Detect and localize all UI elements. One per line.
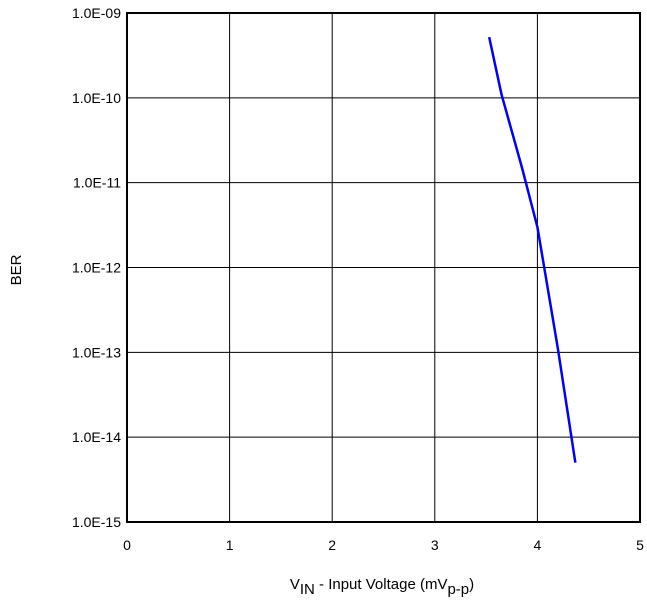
x-tick-label: 5 xyxy=(636,537,644,553)
x-axis-title: VIN - Input Voltage (mVp-p) xyxy=(290,576,474,598)
x-axis-title-unit-sub: p-p xyxy=(447,581,469,598)
x-tick-label: 3 xyxy=(431,537,439,553)
x-axis-title-main: V xyxy=(290,576,300,593)
y-tick-label: 1.0E-14 xyxy=(72,429,121,445)
x-tick-label: 0 xyxy=(123,537,131,553)
x-tick-label: 4 xyxy=(534,537,542,553)
x-tick-labels: 0 1 2 3 4 5 xyxy=(123,537,644,553)
x-axis-title-main-sub: IN xyxy=(300,581,315,598)
plot-frame xyxy=(126,12,641,523)
y-tick-label: 1.0E-15 xyxy=(72,514,121,530)
x-tick-label: 1 xyxy=(226,537,234,553)
series-group xyxy=(487,36,577,463)
y-tick-label: 1.0E-12 xyxy=(72,260,121,276)
y-tick-label: 1.0E-11 xyxy=(73,175,121,191)
y-tick-label: 1.0E-13 xyxy=(72,344,121,360)
x-axis-title-mid: - Input Voltage (mV xyxy=(315,576,448,593)
y-tick-label: 1.0E-09 xyxy=(72,5,121,21)
x-axis-title-end: ) xyxy=(469,576,474,593)
series-line-0 xyxy=(487,36,577,463)
x-tick-label: 2 xyxy=(328,537,336,553)
y-tick-label: 1.0E-10 xyxy=(72,90,121,106)
y-axis-title: BER xyxy=(8,254,25,285)
y-tick-labels: 1.0E-15 1.0E-14 1.0E-13 1.0E-12 1.0E-11 1.0E-… xyxy=(72,5,121,530)
grid xyxy=(126,12,641,523)
